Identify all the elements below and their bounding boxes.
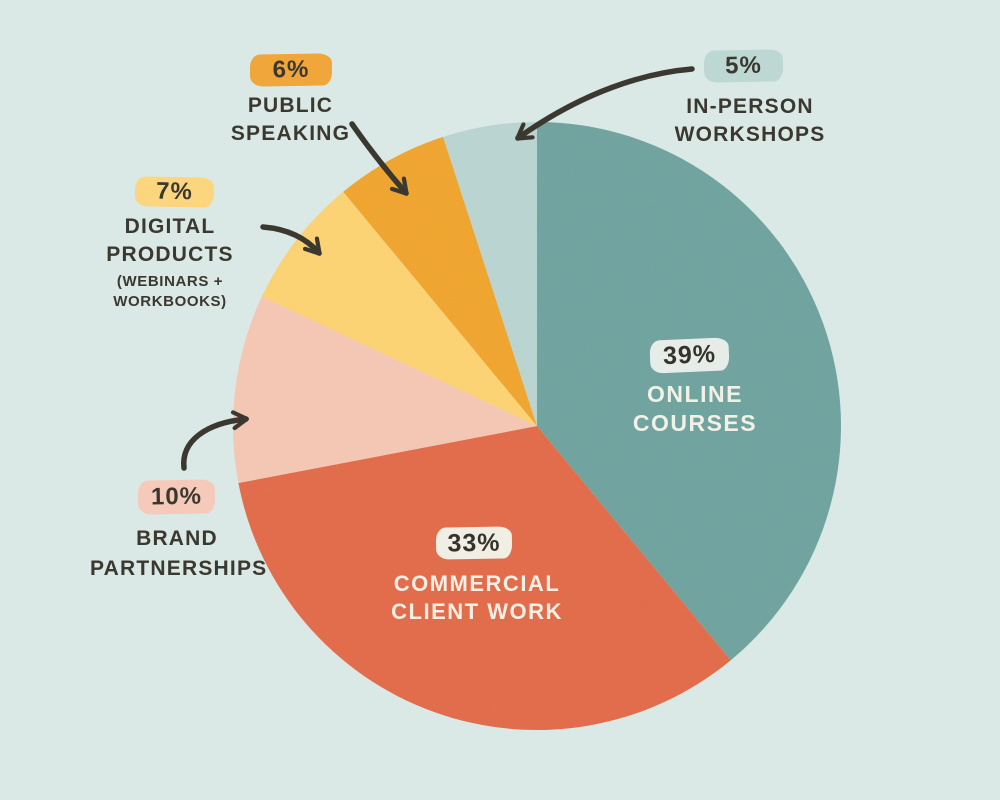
- online-courses-label-line2: COURSES: [632, 410, 758, 437]
- brand-partnerships-label-line1: BRAND: [136, 527, 218, 550]
- callout-arrows: [181, 66, 695, 471]
- commercial-client-work-label-line2: CLIENT WORK: [391, 599, 563, 625]
- brand-partnerships-label: BRAND PARTNERSHIPS: [90, 524, 268, 584]
- digital-products-pct-badge: 7%: [134, 176, 215, 208]
- in-person-workshops-arrow: [515, 66, 695, 141]
- brand-partnerships-label-line2: PARTNERSHIPS: [90, 557, 268, 580]
- digital-products-label-line2: (WEBINARS + WORKBOOKS): [113, 272, 227, 310]
- digital-products-label-line1: DIGITAL PRODUCTS: [106, 215, 234, 267]
- public-speaking-label: PUBLIC SPEAKING: [230, 94, 351, 146]
- commercial-client-work-label-line1: COMMERCIAL: [393, 571, 561, 596]
- public-speaking-pct-badge: 6%: [249, 53, 333, 87]
- brand-partnerships-pct-badge: 10%: [137, 479, 216, 515]
- pie-texture-overlay: [233, 122, 841, 730]
- brand-partnerships-arrow: [181, 410, 249, 471]
- in-person-workshops-pct-badge: 5%: [703, 49, 784, 83]
- online-courses-pct-badge: 39%: [649, 337, 730, 374]
- in-person-workshops-label: IN-PERSON WORKSHOPS: [674, 95, 826, 147]
- online-courses-label: ONLINE COURSES: [627, 380, 763, 439]
- online-courses-label-line1: ONLINE: [647, 381, 743, 407]
- commercial-client-work-label: COMMERCIAL CLIENT WORK: [387, 570, 567, 626]
- commercial-client-work-pct-badge: 33%: [435, 526, 513, 560]
- public-speaking-arrow: [349, 121, 409, 196]
- digital-products-arrow: [260, 224, 322, 256]
- digital-products-label: DIGITAL PRODUCTS (WEBINARS + WORKBOOKS): [58, 213, 282, 312]
